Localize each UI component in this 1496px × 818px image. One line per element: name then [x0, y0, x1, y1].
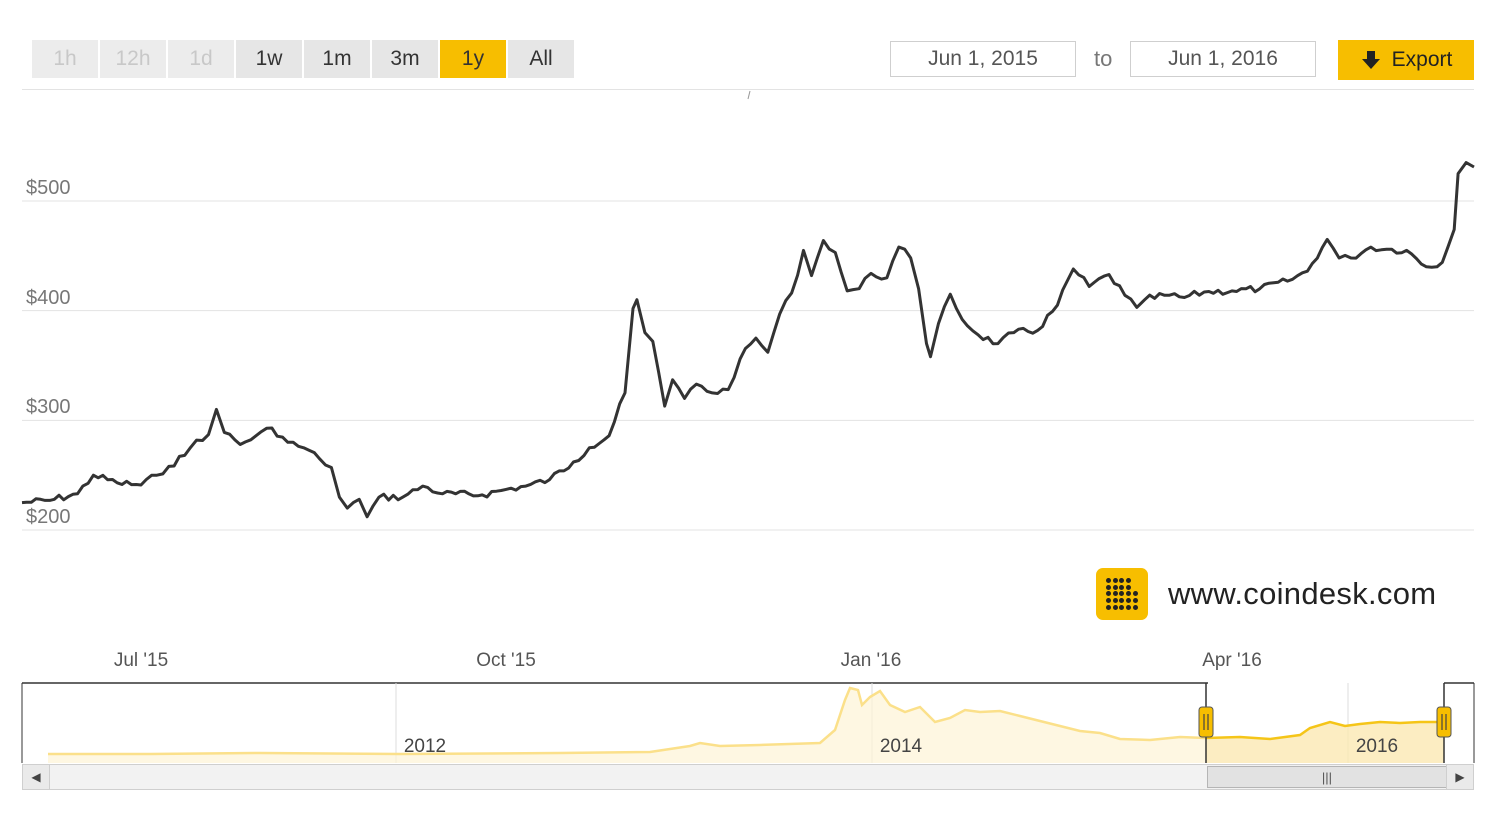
- range-button-1m[interactable]: 1m: [304, 40, 370, 78]
- range-selector: 1h 12h 1d 1w 1m 3m 1y All: [32, 40, 574, 78]
- scroll-right-icon[interactable]: ▶: [1446, 765, 1473, 789]
- grip-lines-icon: |||: [1321, 769, 1333, 785]
- y-tick-label: $400: [26, 286, 71, 309]
- range-button-12h: 12h: [100, 40, 166, 78]
- navigator-area: [48, 688, 1206, 763]
- to-label: to: [1094, 46, 1113, 71]
- export-button[interactable]: Export: [1338, 40, 1474, 80]
- navigator-history-line: [48, 686, 1207, 756]
- export-label: Export: [1391, 48, 1453, 71]
- y-tick-label: $200: [26, 506, 71, 528]
- navigator-right-handle[interactable]: [1436, 706, 1452, 738]
- range-button-1w[interactable]: 1w: [236, 40, 302, 78]
- scroll-thumb[interactable]: |||: [1207, 766, 1447, 788]
- toolbar-divider: [22, 89, 1474, 90]
- price-series-line: [21, 161, 1475, 519]
- range-button-3m[interactable]: 3m: [372, 40, 438, 78]
- navigator-year-label: 2012: [403, 736, 447, 757]
- coindesk-logo-icon: [1096, 568, 1148, 620]
- coindesk-branding: www.coindesk.com: [1096, 568, 1436, 620]
- from-date-input[interactable]: Jun 1, 2015: [890, 41, 1076, 77]
- pan-marker-icon: [747, 90, 751, 100]
- range-button-all[interactable]: All: [508, 40, 574, 78]
- range-button-1y[interactable]: 1y: [440, 40, 506, 78]
- y-tick-label: $300: [26, 396, 71, 419]
- x-tick-label: Oct '15: [476, 650, 536, 671]
- navigator-year-label: 2016: [1355, 736, 1399, 757]
- navigator-selected-area: [1206, 722, 1444, 763]
- to-date-input[interactable]: Jun 1, 2016: [1130, 41, 1316, 77]
- price-chart: [21, 161, 1475, 531]
- navigator-selected-line: [1205, 720, 1444, 741]
- x-tick-label: Apr '16: [1202, 650, 1262, 671]
- x-tick-label: Jan '16: [840, 650, 902, 671]
- brand-url: www.coindesk.com: [1168, 576, 1437, 611]
- navigator-left-handle[interactable]: [1198, 706, 1214, 738]
- range-button-1h: 1h: [32, 40, 98, 78]
- y-tick-label: $500: [26, 177, 71, 199]
- x-tick-label: Jul '15: [113, 650, 169, 671]
- navigator-year-label: 2014: [879, 736, 923, 757]
- scrollbar[interactable]: ◀ ||| ▶: [22, 764, 1474, 790]
- down-arrow-icon: [1361, 51, 1380, 69]
- scroll-left-icon[interactable]: ◀: [23, 765, 50, 789]
- range-button-1d: 1d: [168, 40, 234, 78]
